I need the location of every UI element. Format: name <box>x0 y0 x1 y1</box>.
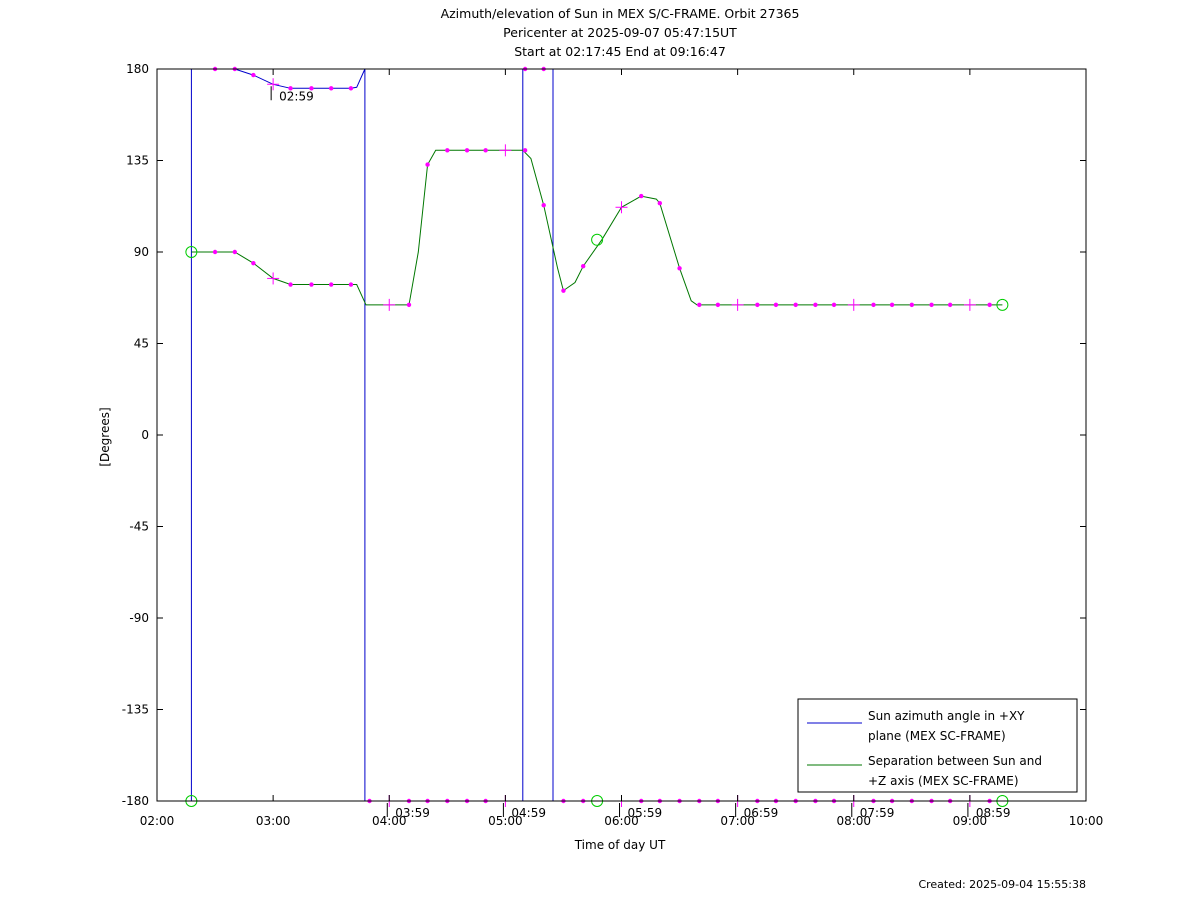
azimuth-point-3 <box>288 86 293 91</box>
x-tick-label-4: 06:00 <box>604 814 639 828</box>
series-line-separation <box>191 149 1003 306</box>
legend-label-separation-line-2: +Z axis (MEX SC-FRAME) <box>868 774 1019 788</box>
y-axis-label: [Degrees] <box>98 407 112 466</box>
time-annotation-label-1: 03:59 <box>395 806 430 820</box>
azimuth-point-6 <box>348 86 354 91</box>
y-tick-label-7: -135 <box>122 703 149 717</box>
y-tick-label-0: 180 <box>126 62 149 76</box>
separation-point-28 <box>909 302 915 308</box>
hour-cross-2 <box>383 298 396 311</box>
hour-cross-6 <box>847 298 860 311</box>
y-tick-label-5: -45 <box>129 520 149 534</box>
separation-point-1 <box>232 249 238 255</box>
separation-point-11 <box>483 148 488 153</box>
time-annotation-1: 03:59 <box>386 803 430 820</box>
time-annotation-3: 05:59 <box>619 803 663 820</box>
separation-point-26 <box>871 302 876 308</box>
x-tick-label-7: 09:00 <box>953 814 988 828</box>
separation-point-24 <box>813 302 818 308</box>
separation-point-7 <box>406 302 412 308</box>
hour-cross-4 <box>615 201 628 214</box>
time-annotation-label-4: 06:59 <box>744 806 779 820</box>
event-circle-4 <box>996 298 1009 311</box>
legend-label-azimuth-line-2: plane (MEX SC-FRAME) <box>868 729 1006 743</box>
axis-ticks: 02:00 03:00 04:00 05:00 06:00 07:00 08:00 09:00… <box>122 62 1104 828</box>
x-tick-label-3: 05:00 <box>488 814 523 828</box>
time-annotation-label-0: 02:59 <box>279 89 314 103</box>
time-annotation-5: 07:59 <box>851 803 895 820</box>
separation-point-14 <box>561 288 566 293</box>
separation-point-17 <box>657 201 663 206</box>
y-tick-label-2: 90 <box>134 245 149 259</box>
separation-point-10 <box>464 148 470 153</box>
time-annotation-label-5: 07:59 <box>860 806 895 820</box>
time-annotation-label-6: 08:59 <box>976 806 1011 820</box>
time-annotation-0: 02:59 <box>270 86 314 103</box>
chart-title: Azimuth/elevation of Sun in MEX S/C-FRAM… <box>441 6 800 59</box>
title-line-2: Pericenter at 2025-09-07 05:47:15UT <box>503 25 737 40</box>
event-circle-2 <box>591 233 604 246</box>
event-circle-0 <box>185 246 198 258</box>
series-layer <box>190 68 1003 802</box>
time-annotation-label-3: 05:59 <box>628 806 663 820</box>
time-annotation-6: 08:59 <box>967 803 1011 820</box>
separation-point-12 <box>522 148 528 153</box>
separation-point-5 <box>328 282 334 287</box>
legend-label-separation-line-1: Separation between Sun and <box>868 754 1042 768</box>
azimuth-point-4 <box>309 86 314 91</box>
separation-point-25 <box>831 302 837 308</box>
y-tick-label-6: -90 <box>129 611 149 625</box>
x-tick-label-0: 02:00 <box>140 814 175 828</box>
legend-label-azimuth-line-1: Sun azimuth angle in +XY <box>868 709 1025 723</box>
hour-cross-5 <box>731 298 744 311</box>
hour-cross-3 <box>499 144 512 157</box>
x-tick-label-2: 04:00 <box>372 814 407 828</box>
separation-point-8 <box>425 162 430 167</box>
separation-point-2 <box>251 260 256 266</box>
y-tick-label-1: 135 <box>126 154 149 168</box>
created-timestamp: Created: 2025-09-04 15:55:38 <box>918 878 1086 891</box>
legend-box <box>797 698 1078 793</box>
y-tick-label-3: 45 <box>134 337 149 351</box>
separation-point-6 <box>348 282 354 287</box>
separation-point-22 <box>773 302 779 308</box>
time-annotation-label-2: 04:59 <box>511 806 546 820</box>
x-tick-label-1: 03:00 <box>256 814 291 828</box>
separation-point-18 <box>677 266 682 271</box>
separation-point-31 <box>987 302 992 308</box>
x-tick-label-6: 08:00 <box>836 814 871 828</box>
y-tick-label-8: -180 <box>122 794 149 808</box>
separation-point-16 <box>639 193 644 199</box>
hour-cross-7 <box>963 298 976 311</box>
separation-point-15 <box>580 264 586 269</box>
separation-point-30 <box>947 302 953 308</box>
title-line-3: Start at 02:17:45 End at 09:16:47 <box>514 44 726 59</box>
azimuth-point-5 <box>328 86 334 91</box>
time-annotation-2: 04:59 <box>502 803 546 820</box>
separation-point-3 <box>288 282 293 287</box>
azimuth-point-2 <box>251 72 256 78</box>
separation-point-29 <box>929 302 934 308</box>
separation-point-27 <box>889 302 895 308</box>
x-tick-label-5: 07:00 <box>720 814 755 828</box>
separation-point-13 <box>541 203 546 208</box>
hour-cross-0 <box>267 272 280 285</box>
separation-point-0 <box>212 249 218 255</box>
series-line-azimuth <box>190 68 1003 802</box>
separation-point-19 <box>697 302 702 308</box>
hour-cross-1 <box>267 78 280 91</box>
title-line-1: Azimuth/elevation of Sun in MEX S/C-FRAM… <box>441 6 800 21</box>
separation-point-21 <box>755 302 760 308</box>
separation-point-20 <box>715 302 721 308</box>
separation-point-23 <box>793 302 798 308</box>
x-tick-label-8: 10:00 <box>1069 814 1104 828</box>
legend: Sun azimuth angle in +XY plane (MEX SC-F… <box>797 698 1078 793</box>
time-annotation-4: 06:59 <box>735 803 779 820</box>
x-axis-label: Time of day UT <box>574 838 666 852</box>
separation-point-4 <box>309 282 314 287</box>
plot-area <box>156 68 1087 802</box>
y-tick-label-4: 0 <box>141 428 149 442</box>
separation-point-9 <box>445 148 450 153</box>
